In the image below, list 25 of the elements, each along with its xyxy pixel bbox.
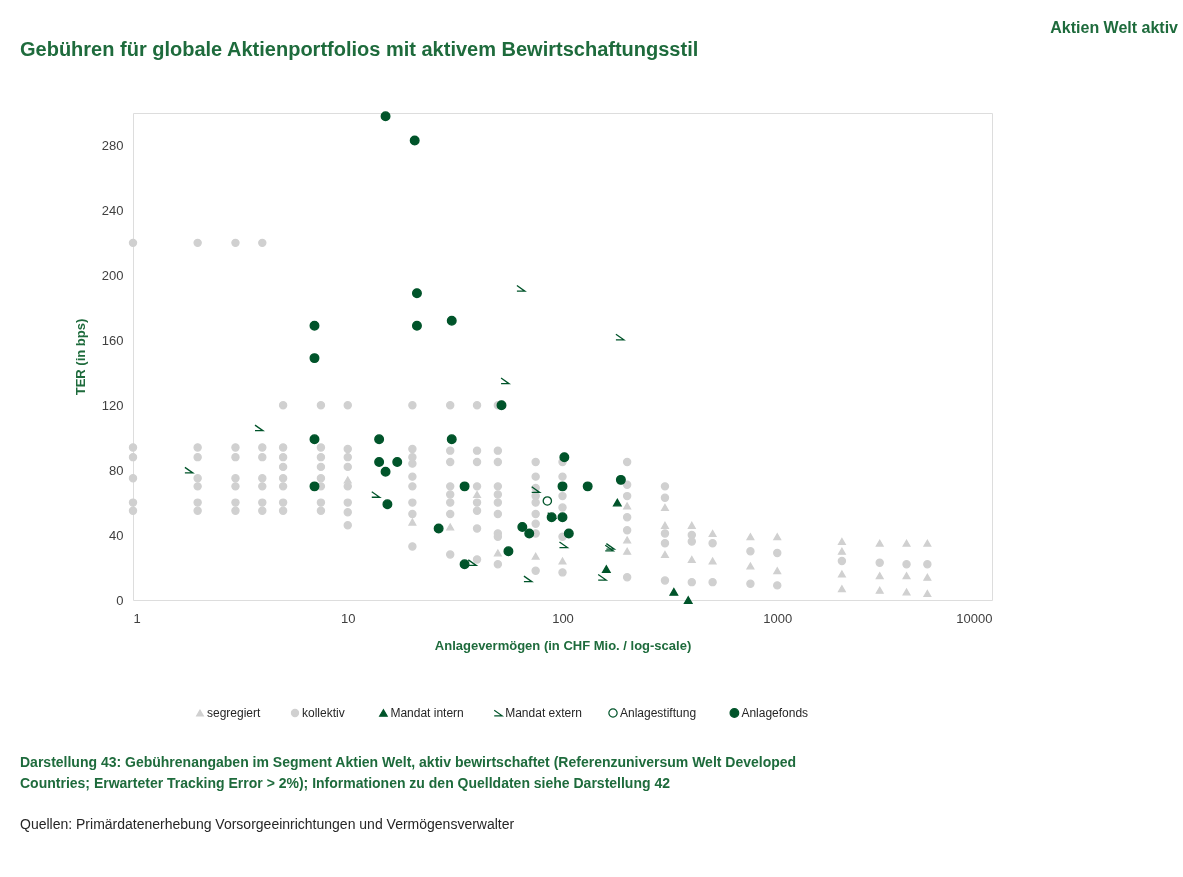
legend-label: Anlagestiftung [620, 706, 697, 720]
x-tick-label: 10000 [956, 610, 993, 626]
x-tick-label: 1 [133, 610, 141, 626]
legend-label: Mandat intern [390, 706, 464, 720]
text: Aktien Welt aktiv [1050, 19, 1179, 36]
y-tick-label: 200 [101, 267, 124, 283]
x-tick-label: 10 [341, 610, 356, 626]
y-tick-label: 120 [101, 397, 124, 413]
y-axis-title: TER (in bps) [72, 318, 88, 396]
x-axis-title: Anlagevermögen (in CHF Mio. / log-scale) [434, 637, 692, 653]
legend-label: Anlagefonds [741, 706, 809, 720]
text: Darstellung 43: Gebührenangaben im Segment Aktien Welt, aktiv bewirtschaftet (Referenzuniversum Welt Developed Countries; Erwarteter Tracking Error > 2%); Informationen zu den Quelldaten siehe Darstellung 42 [20, 754, 797, 791]
y-tick-label: 40 [109, 527, 124, 543]
x-tick-label: 1000 [763, 610, 793, 626]
y-tick-label: 160 [101, 332, 124, 348]
x-tick-label: 100 [552, 610, 574, 626]
legend-label: segregiert [207, 706, 262, 720]
legend-label: Mandat extern [505, 706, 582, 720]
y-tick-label: 0 [116, 592, 124, 608]
legend-label: kollektiv [302, 706, 345, 720]
y-tick-label: 240 [101, 202, 124, 218]
y-tick-label: 80 [109, 462, 124, 478]
source-note: Quellen: Primärdatenerhebung Vorsorgeeinrichtungen und Vermögensverwalter [20, 816, 515, 832]
y-tick-label: 280 [101, 137, 124, 153]
chart-title: Gebühren für globale Aktienportfolios mit aktivem Bewirtschaftungsstil [20, 38, 699, 60]
